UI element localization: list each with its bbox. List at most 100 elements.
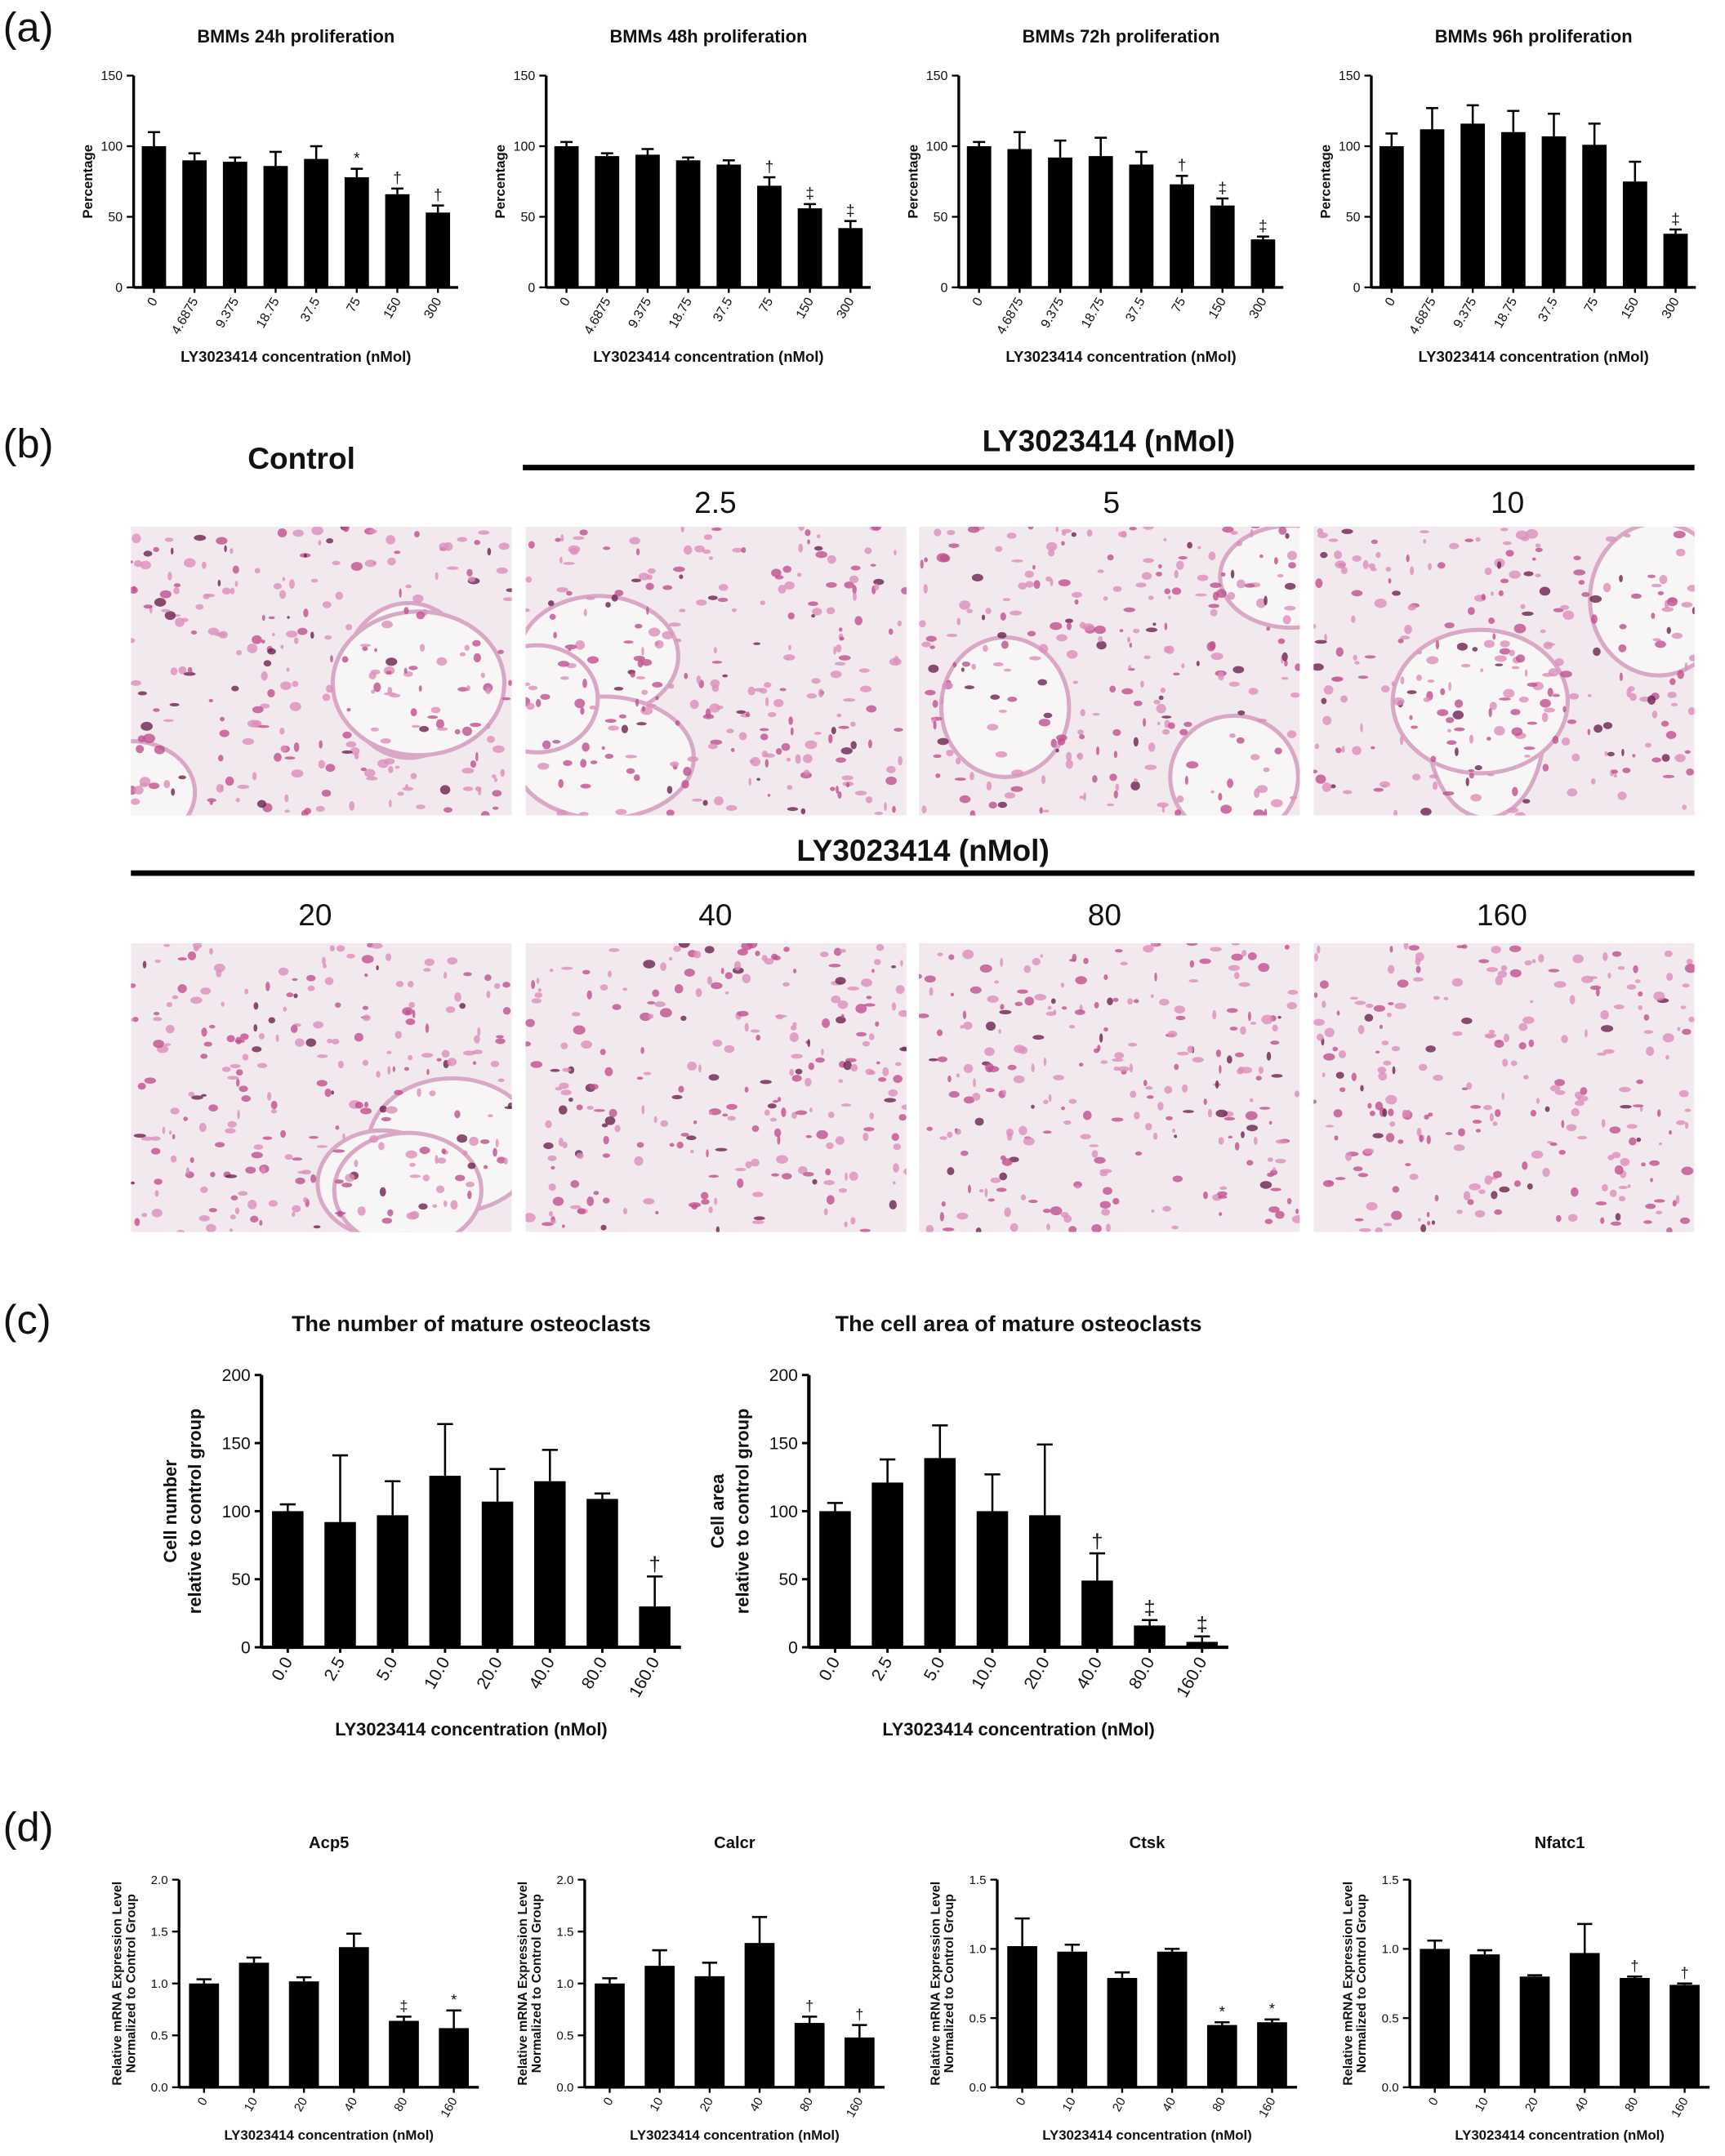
micrograph-dot — [270, 1100, 278, 1110]
micrograph-dot — [921, 805, 927, 813]
x-tick-label: 0 — [1014, 2095, 1029, 2108]
dose-label: 80 — [1088, 898, 1121, 932]
micrograph-dot — [1472, 1120, 1482, 1124]
micrograph-dot — [261, 614, 265, 621]
bar — [1420, 1949, 1451, 2087]
micrograph-dot — [297, 627, 308, 635]
micrograph-dot — [961, 661, 970, 667]
x-tick-label: 75 — [1582, 296, 1602, 315]
micrograph-dot — [1096, 640, 1107, 650]
micrograph-dot — [1403, 943, 1409, 950]
micrograph-dot — [461, 726, 472, 737]
micrograph-dot — [1133, 737, 1139, 747]
micrograph-dot — [408, 666, 418, 670]
micrograph-dot — [899, 1046, 907, 1052]
micrograph-dot — [1513, 623, 1527, 634]
micrograph-dot — [1103, 596, 1108, 601]
micrograph-dot — [889, 1200, 897, 1209]
micrograph-dot — [1006, 1132, 1013, 1142]
micrograph-dot — [1000, 1004, 1005, 1010]
micrograph-dot — [1622, 767, 1631, 773]
micrograph-dot — [1641, 1162, 1646, 1167]
micrograph-dot — [755, 951, 760, 956]
micrograph-dot — [672, 566, 685, 572]
micrograph-dot — [394, 1031, 402, 1040]
micrograph-dot — [254, 568, 261, 574]
micrograph-dot — [1286, 550, 1297, 560]
micrograph-dot — [572, 1012, 581, 1017]
micrograph-dot — [492, 790, 502, 797]
micrograph-dot — [1047, 549, 1055, 557]
micrograph-dot — [963, 1096, 975, 1104]
micrograph-dot — [724, 991, 729, 995]
micrograph-dot — [1072, 680, 1079, 684]
micrograph-dot — [492, 806, 499, 810]
y-axis-label: relative to control group — [185, 1409, 205, 1615]
micrograph-dot — [1264, 808, 1268, 816]
micrograph-dot — [235, 798, 240, 803]
micrograph-dot — [283, 1006, 288, 1012]
micrograph-dot — [1410, 566, 1415, 576]
micrograph-dot — [1259, 1181, 1273, 1189]
micrograph-dot — [1531, 959, 1536, 964]
micrograph-dot — [397, 791, 404, 796]
micrograph-dot — [998, 710, 1007, 713]
micrograph-dot — [574, 698, 586, 709]
micrograph-dot — [808, 601, 818, 607]
micrograph-dot — [1103, 1027, 1108, 1032]
micrograph-dot — [1571, 753, 1580, 762]
bar — [389, 2020, 419, 2087]
micrograph-dot — [782, 1173, 792, 1180]
micrograph-dot — [812, 608, 822, 616]
micrograph-dot — [137, 1082, 146, 1090]
y-tick-label: 50 — [108, 211, 123, 225]
micrograph-dot — [1647, 695, 1656, 705]
micrograph-dot — [403, 1067, 410, 1071]
x-tick-label: 150 — [1619, 296, 1642, 322]
micrograph-dot — [346, 953, 355, 959]
micrograph-dot — [1092, 712, 1100, 716]
bar — [844, 2037, 875, 2087]
micrograph-dot — [419, 644, 426, 652]
micrograph-dot — [161, 608, 171, 612]
micrograph-dot — [1119, 629, 1124, 633]
micrograph-dot — [882, 1067, 889, 1076]
micrograph-dot — [1666, 626, 1671, 635]
micrograph-dot — [1115, 783, 1120, 791]
micrograph-dot — [493, 982, 501, 989]
micrograph-dot — [1658, 1142, 1663, 1146]
micrograph-dot — [947, 1131, 953, 1138]
micrograph-dot — [1406, 690, 1417, 694]
micrograph-dot — [708, 1206, 713, 1214]
bar — [1157, 1951, 1188, 2087]
micrograph-dot — [560, 534, 564, 542]
micrograph-dot — [1469, 773, 1474, 779]
micrograph-dot — [752, 1192, 764, 1198]
significance-mark: † — [1178, 158, 1187, 175]
micrograph-dot — [1375, 1050, 1380, 1054]
micrograph-dot — [483, 1165, 488, 1169]
micrograph-dot — [409, 1174, 421, 1178]
x-tick-label: 80 — [1210, 2095, 1228, 2114]
micrograph-dot — [1415, 965, 1421, 973]
micrograph-dot — [484, 974, 492, 982]
bar — [794, 2023, 825, 2087]
micrograph-dot — [198, 1122, 207, 1133]
micrograph-dot — [545, 1120, 552, 1129]
micrograph-dot — [1651, 710, 1658, 719]
micrograph-dot — [301, 1169, 311, 1175]
micrograph-dot — [816, 1129, 828, 1139]
micrograph-dot — [715, 1226, 720, 1232]
micrograph-dot — [201, 561, 207, 569]
micrograph-dot — [1333, 1109, 1343, 1118]
micrograph-dot — [885, 776, 898, 786]
micrograph-dot — [1378, 1071, 1388, 1081]
micrograph-dot — [840, 747, 853, 755]
micrograph-dot — [1621, 748, 1625, 756]
micrograph-dot — [1143, 558, 1155, 564]
bar — [1669, 1984, 1700, 2087]
micrograph-dot — [1406, 554, 1410, 563]
micrograph-dot — [722, 1113, 729, 1117]
dose-header: LY3023414 (nMol) — [796, 833, 1049, 867]
micrograph-dot — [1281, 652, 1288, 662]
